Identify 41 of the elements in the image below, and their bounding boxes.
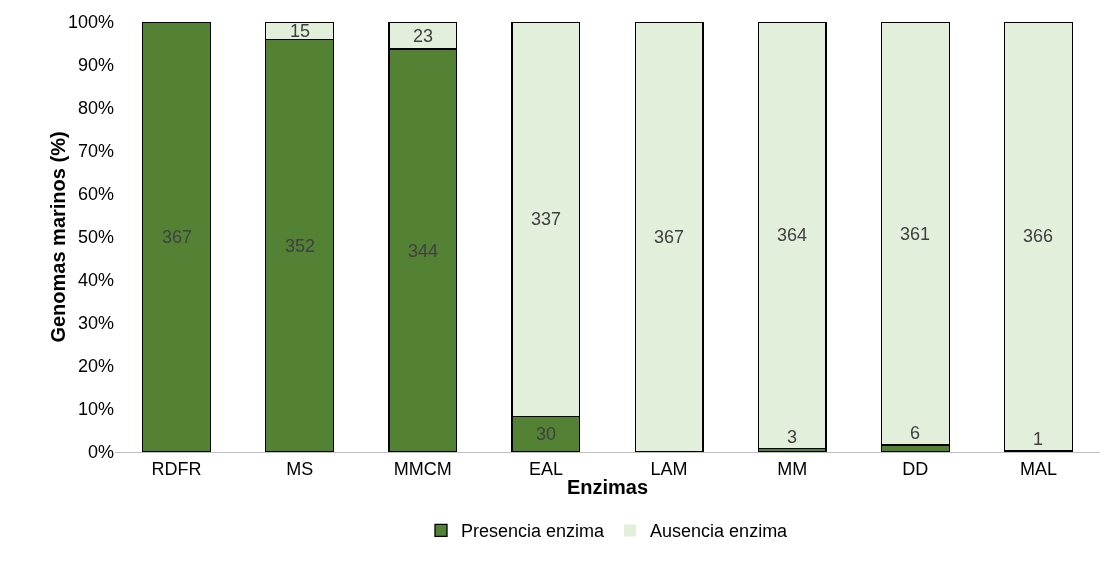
x-tick-label: MMCM xyxy=(393,458,452,479)
bar xyxy=(634,22,704,452)
annotation: 15 xyxy=(290,21,311,41)
annotation: 30 xyxy=(536,424,557,444)
y-tick-label: 90% xyxy=(77,55,114,76)
annotation: 352 xyxy=(285,236,316,256)
y-axis-title: Genomas marinos (%) xyxy=(47,131,69,343)
x-tick-label: DD xyxy=(902,458,929,479)
y-tick-label: 80% xyxy=(77,98,114,119)
annotation: 3 xyxy=(787,427,798,447)
legend-label: Ausencia enzima xyxy=(650,521,789,542)
annotation: 367 xyxy=(654,227,685,247)
x-tick-label: MM xyxy=(777,458,808,479)
legend-label: Presencia enzima xyxy=(461,521,606,542)
x-tick-label: LAM xyxy=(650,458,688,479)
bar xyxy=(757,22,827,450)
x-tick-label: RDFR xyxy=(151,458,202,479)
x-tick-label: MS xyxy=(286,458,314,479)
annotation: 344 xyxy=(408,241,439,261)
y-tick-label: 50% xyxy=(77,227,114,248)
bar xyxy=(142,22,212,452)
y-tick-label: 70% xyxy=(77,141,114,162)
annotation: 23 xyxy=(413,26,434,46)
annotation: 361 xyxy=(900,224,931,244)
y-tick-label: 30% xyxy=(77,313,114,334)
bar xyxy=(1003,22,1073,452)
annotation: 337 xyxy=(531,209,562,229)
annotation: 1 xyxy=(1033,429,1044,449)
y-tick-label: 20% xyxy=(77,356,114,377)
annotation: 367 xyxy=(162,227,193,247)
y-tick-label: 40% xyxy=(77,270,114,291)
x-tick-label: EAL xyxy=(528,458,563,479)
x-axis-title: Enzimas xyxy=(566,476,649,499)
y-tick-label: 100% xyxy=(67,12,114,33)
y-tick-label: 0% xyxy=(87,442,114,463)
y-tick-label: 60% xyxy=(77,184,114,205)
annotation: 366 xyxy=(1023,226,1054,246)
annotation: 364 xyxy=(777,225,808,245)
annotation: 6 xyxy=(910,423,921,443)
x-tick-label: MAL xyxy=(1019,458,1057,479)
y-tick-label: 10% xyxy=(77,399,114,420)
